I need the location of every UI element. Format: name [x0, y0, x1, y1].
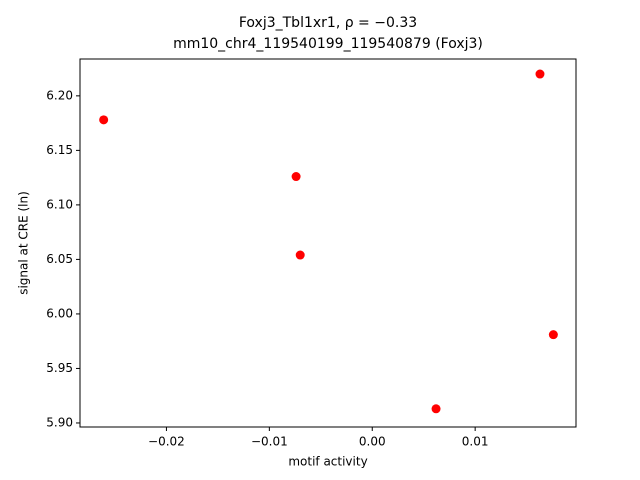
y-tick-label: 6.10 — [46, 197, 73, 211]
x-tick-label: 0.01 — [462, 435, 489, 449]
y-tick-label: 6.05 — [46, 252, 73, 266]
y-tick-label: 5.95 — [46, 361, 73, 375]
point — [291, 172, 301, 182]
point — [295, 250, 305, 260]
x-tick-label: −0.02 — [148, 435, 185, 449]
y-axis-label: signal at CRE (ln) — [17, 191, 31, 295]
y-tick-label: 6.15 — [46, 143, 73, 157]
x-tick-label: −0.01 — [251, 435, 288, 449]
point — [431, 404, 441, 414]
y-tick-label: 6.20 — [46, 88, 73, 102]
x-tick-label: 0.00 — [359, 435, 386, 449]
y-tick-label: 6.00 — [46, 306, 73, 320]
plot-frame — [79, 58, 577, 428]
chart-subtitle: mm10_chr4_119540199_119540879 (Foxj3) — [173, 36, 483, 52]
point — [535, 69, 545, 79]
y-tick-label: 5.90 — [46, 415, 73, 429]
point — [548, 330, 558, 340]
chart-title: Foxj3_Tbl1xr1, ρ = −0.33 — [239, 15, 417, 31]
x-axis-label: motif activity — [288, 455, 367, 469]
point — [99, 115, 109, 125]
